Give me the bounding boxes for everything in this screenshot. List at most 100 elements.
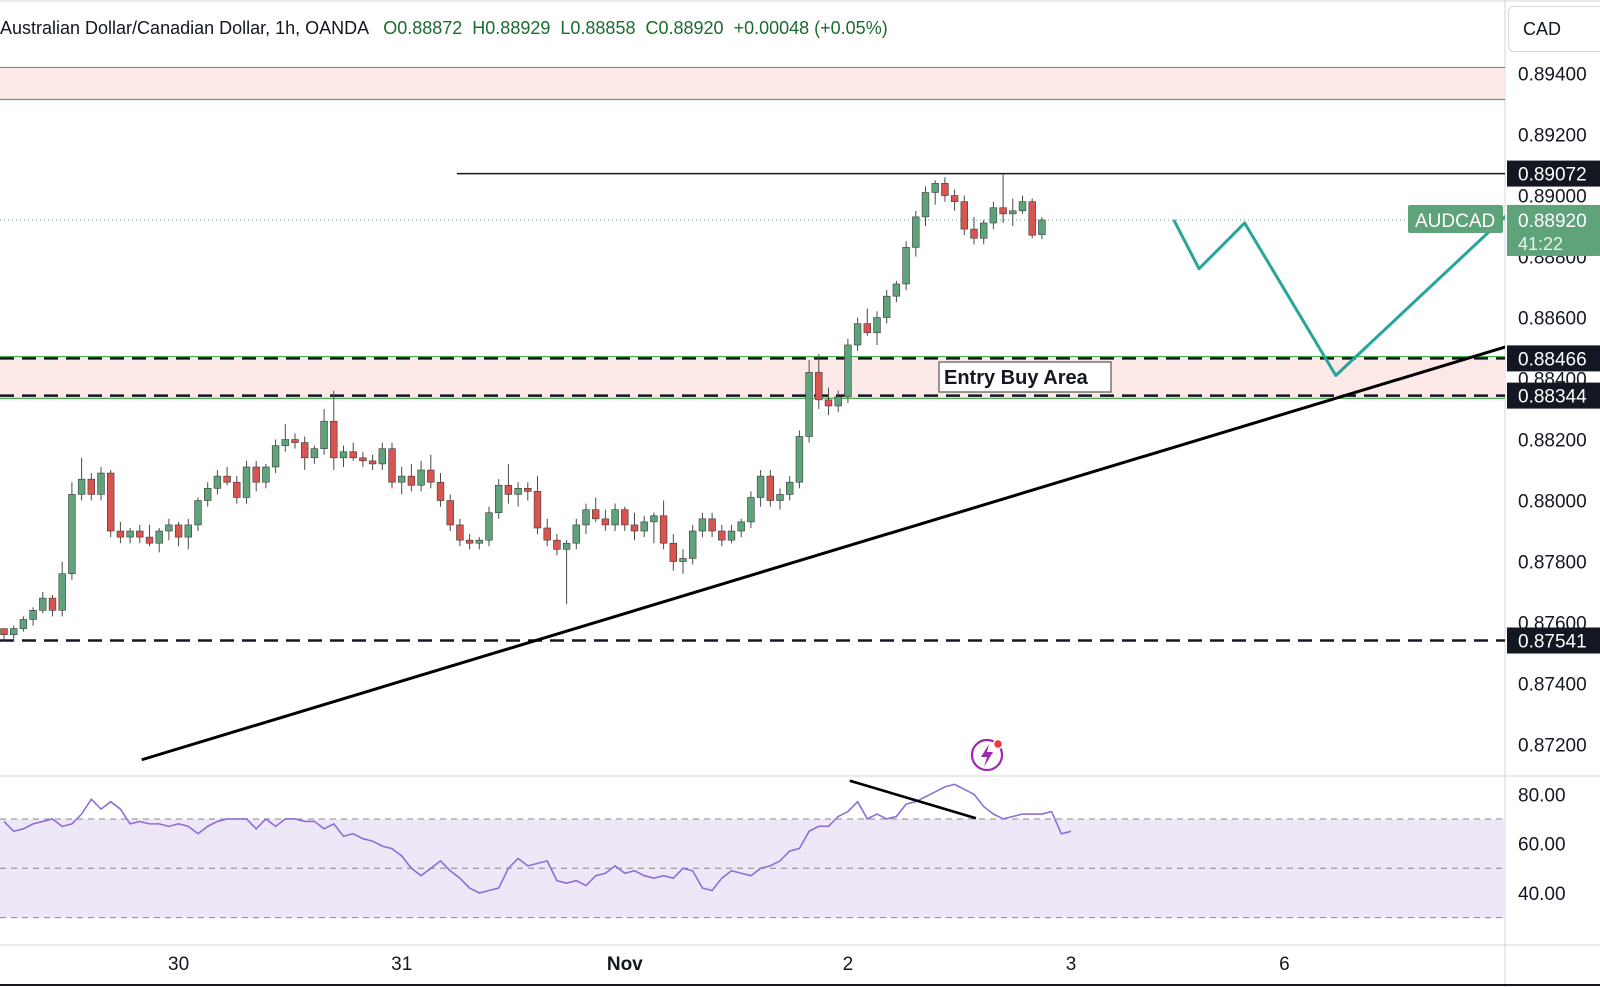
candle-body-60 — [582, 509, 590, 526]
zone-1 — [0, 356, 1505, 399]
candle-body-104 — [1009, 210, 1017, 215]
price-tag-0: 0.89072 — [1518, 165, 1587, 186]
candle-body-68 — [659, 515, 668, 544]
candle-body-12 — [116, 530, 125, 538]
entry-buy-annotation: Entry Buy Area — [938, 361, 1112, 393]
y-tick-10: 0.87400 — [1518, 675, 1587, 696]
candle-body-65 — [630, 524, 639, 532]
symbol-tag-bg — [1408, 204, 1503, 233]
price-tag-1: 0.88466 — [1518, 349, 1587, 370]
annotation-box — [938, 361, 1112, 393]
candle-body-27 — [262, 466, 270, 483]
candle-body-10 — [97, 472, 105, 495]
open-value: O0.88872 — [383, 18, 463, 38]
candle-body-37 — [359, 457, 367, 462]
candle-body-102 — [989, 207, 998, 224]
candle-body-3 — [29, 610, 37, 620]
candle-body-67 — [650, 515, 658, 523]
candle-body-75 — [727, 530, 736, 541]
candle-body-56 — [543, 527, 551, 541]
x-tick-1: 31 — [391, 954, 412, 975]
candle-body-89 — [863, 323, 872, 334]
candle-body-107 — [1038, 219, 1046, 235]
candle-body-34 — [330, 420, 338, 459]
y-tick-2: 0.89000 — [1518, 187, 1587, 208]
candle-body-46 — [446, 500, 454, 526]
candle-body-88 — [853, 323, 862, 346]
candle-body-55 — [533, 491, 542, 529]
candle-body-1 — [10, 628, 18, 636]
x-tick-2: Nov — [607, 954, 643, 975]
current-price-tag-bg — [1507, 204, 1600, 256]
high-value: H0.88929 — [472, 18, 551, 38]
candle-body-0 — [0, 628, 8, 636]
candle-body-77 — [747, 497, 755, 523]
candle-body-4 — [39, 597, 47, 611]
countdown-tag: 41:22 — [1518, 234, 1563, 254]
candle-body-28 — [271, 445, 280, 468]
candle-body-2 — [19, 619, 28, 629]
candle-body-85 — [824, 399, 833, 407]
y-tick-4: 0.88600 — [1518, 309, 1587, 330]
lightning-icon-dot — [992, 738, 1004, 750]
candle-body-26 — [252, 466, 260, 483]
candle-body-44 — [427, 469, 435, 483]
candle-body-66 — [640, 521, 648, 532]
y-tick-11: 0.87200 — [1518, 736, 1587, 757]
candle-body-6 — [58, 573, 66, 611]
y-tick-1: 0.89200 — [1518, 126, 1587, 147]
candle-body-14 — [136, 530, 144, 538]
candle-body-41 — [397, 475, 406, 483]
candle-body-84 — [815, 372, 823, 401]
low-value: L0.88858 — [560, 18, 636, 38]
candle-body-31 — [300, 442, 309, 459]
candle-body-22 — [213, 475, 222, 489]
candle-body-61 — [591, 509, 600, 520]
current-price-tag: 0.88920 — [1518, 211, 1587, 232]
candle-body-13 — [126, 530, 134, 538]
candle-body-53 — [514, 488, 522, 495]
candle-body-101 — [979, 222, 988, 239]
candle-body-11 — [107, 472, 115, 532]
candle-body-19 — [184, 524, 192, 538]
currency-button[interactable]: CAD — [1508, 6, 1600, 52]
rsi-y-tick-1: 60.00 — [1518, 835, 1566, 856]
rsi-y-tick-0: 80.00 — [1518, 785, 1566, 806]
candle-body-63 — [611, 509, 619, 526]
candle-body-47 — [456, 524, 464, 541]
candle-body-99 — [960, 201, 969, 230]
price-tag-3: 0.87541 — [1518, 632, 1587, 653]
candle-body-95 — [921, 192, 930, 218]
candle-body-83 — [805, 372, 813, 437]
y-tick-7: 0.88000 — [1518, 492, 1587, 513]
candle-body-87 — [844, 344, 852, 398]
candle-body-52 — [504, 484, 513, 495]
candle-body-98 — [950, 195, 959, 202]
candle-body-106 — [1028, 201, 1036, 236]
annotation-text: Entry Buy Area — [944, 367, 1089, 389]
candle-body-90 — [873, 317, 881, 334]
symbol-title: Australian Dollar/Canadian Dollar, 1h, O… — [0, 18, 369, 38]
currency-label: CAD — [1523, 18, 1562, 39]
candle-body-24 — [233, 481, 241, 498]
candle-body-62 — [601, 518, 610, 526]
price-tag-bg-1 — [1507, 345, 1600, 372]
x-tick-0: 30 — [168, 954, 189, 975]
candle-body-97 — [941, 183, 949, 196]
candle-body-18 — [174, 524, 183, 538]
candle-body-35 — [339, 451, 348, 459]
candle-body-82 — [795, 436, 804, 483]
candle-body-32 — [310, 448, 319, 459]
price-tag-bg-2 — [1507, 382, 1600, 409]
candle-body-36 — [349, 451, 357, 459]
candle-body-79 — [766, 475, 775, 501]
price-tag-bg-0 — [1507, 160, 1600, 187]
lightning-icon — [970, 738, 1004, 772]
candle-body-73 — [708, 518, 716, 532]
candle-body-74 — [718, 530, 726, 541]
x-tick-5: 6 — [1279, 954, 1290, 975]
rsi-divergence-line — [849, 779, 977, 820]
candle-body-30 — [291, 439, 299, 443]
candle-body-70 — [679, 558, 687, 562]
